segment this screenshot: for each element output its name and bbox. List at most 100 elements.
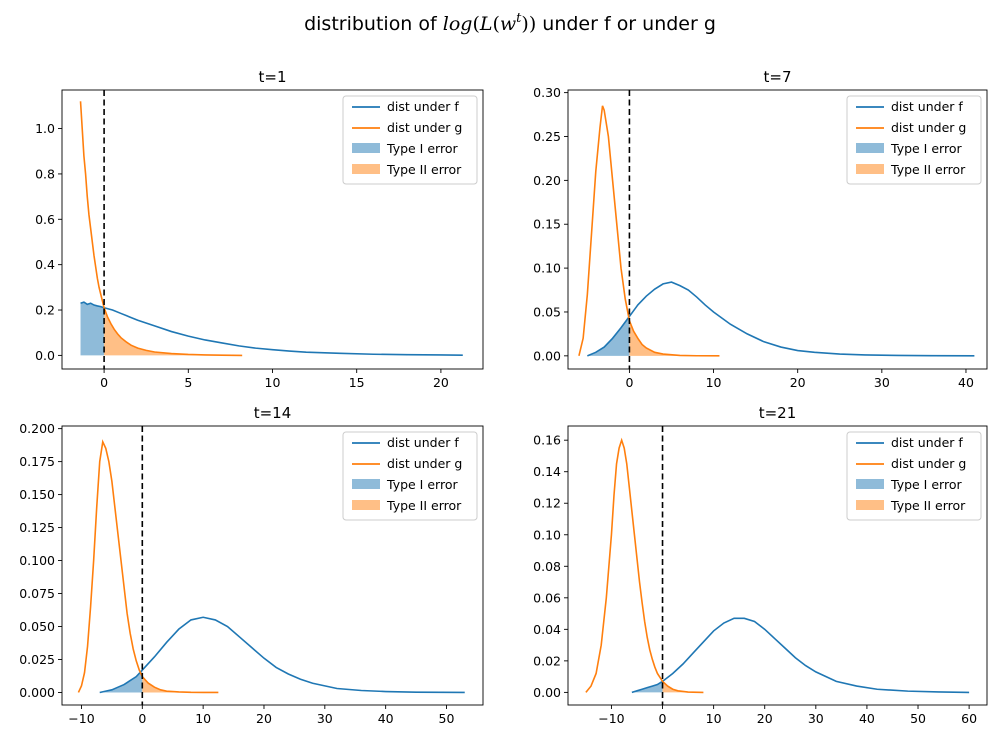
y-tick-label: 0.08: [533, 559, 561, 574]
x-tick-label: −10: [598, 711, 624, 726]
type-i-error-fill: [587, 316, 630, 356]
y-tick-label: 0.175: [19, 454, 55, 469]
x-tick-label: 20: [757, 711, 773, 726]
x-tick-label: 10: [706, 375, 722, 390]
x-tick-label: 60: [961, 711, 977, 726]
y-tick-label: 0.04: [533, 622, 561, 637]
subplot-title: t=7: [764, 68, 792, 86]
subplot-title: t=21: [759, 404, 797, 422]
y-tick-label: 0.00: [533, 685, 561, 700]
subplot-2: 0 10 20 30 40 0.00 0.05 0.10 0.15 0.20 0.25 0.30 t=7…: [533, 68, 988, 390]
legend-label: Type I error: [890, 141, 962, 156]
legend-label: dist under g: [387, 456, 462, 471]
y-tick-label: 0.125: [19, 520, 55, 535]
plot-area: [585, 426, 970, 705]
x-tick-label: 30: [317, 711, 333, 726]
x-tick-label: 10: [265, 375, 281, 390]
legend-swatch-type-ii: [352, 500, 380, 510]
subplot-title: t=1: [259, 68, 287, 86]
type-ii-error-fill: [142, 676, 219, 693]
legend-swatch-type-ii: [856, 500, 884, 510]
legend-label: Type I error: [386, 141, 458, 156]
y-tick-label: 0.6: [35, 212, 55, 227]
x-tick-label: 20: [790, 375, 806, 390]
legend-swatch-type-ii: [352, 164, 380, 174]
y-tick-label: 0.100: [19, 553, 55, 568]
legend-label: dist under f: [891, 99, 963, 114]
legend-box: [846, 95, 982, 185]
subplot-title: t=14: [254, 404, 292, 422]
series-line-g: [79, 101, 243, 357]
series-line-g: [77, 439, 219, 694]
plot-area: [79, 90, 463, 369]
x-tick-label: 10: [706, 711, 722, 726]
type-ii-error-fill: [629, 320, 720, 356]
x-tick-label: 0: [625, 375, 633, 390]
x-tick-label: 0: [100, 375, 108, 390]
y-tick-label: 0.075: [19, 586, 55, 601]
y-tick-label: 0.02: [533, 653, 561, 668]
legend-swatch-type-i: [352, 143, 380, 153]
x-tick-label: 0: [659, 711, 667, 726]
legend: dist under f dist under g Type I error Type…: [342, 95, 478, 185]
y-tick-label: 0.8: [35, 166, 55, 181]
y-tick-label: 0.14: [533, 464, 561, 479]
legend-label: dist under g: [891, 456, 966, 471]
series-line-f: [631, 617, 970, 694]
legend: dist under f dist under g Type I error Type…: [342, 431, 478, 521]
x-tick-label: 50: [439, 711, 455, 726]
subplot-grid: 0 5 10 15 20 0.0 0.2 0.4 0.6 0.8 1.0 t=1 dist under …: [19, 68, 988, 726]
series-line-f: [80, 301, 463, 356]
y-tick-label: 0.000: [19, 685, 55, 700]
y-tick-label: 0.10: [533, 261, 561, 276]
axes-frame: [61, 425, 484, 706]
type-ii-error-fill: [104, 307, 243, 356]
legend-label: dist under g: [891, 120, 966, 135]
subplot-1: 0 5 10 15 20 0.0 0.2 0.4 0.6 0.8 1.0 t=1 dist under …: [35, 68, 484, 390]
plot-area: [77, 426, 465, 705]
x-tick-label: 10: [195, 711, 211, 726]
legend-label: Type II error: [890, 498, 966, 513]
y-tick-label: 0.20: [533, 173, 561, 188]
plot-area: [578, 90, 975, 369]
legend-label: Type II error: [890, 162, 966, 177]
legend-label: Type I error: [386, 477, 458, 492]
series-line-f: [99, 616, 465, 694]
legend-label: dist under f: [387, 99, 459, 114]
legend-label: dist under f: [891, 435, 963, 450]
y-tick-label: 0.30: [533, 85, 561, 100]
legend-label: Type II error: [386, 162, 462, 177]
y-tick-label: 0.00: [533, 348, 561, 363]
legend-swatch-type-i: [856, 143, 884, 153]
x-tick-label: 0: [138, 711, 146, 726]
series-line-f: [587, 281, 975, 357]
y-tick-label: 0.05: [533, 304, 561, 319]
x-tick-label: 40: [859, 711, 875, 726]
y-tick-label: 0.200: [19, 421, 55, 436]
x-tick-label: 40: [958, 375, 974, 390]
y-tick-label: 0.12: [533, 496, 561, 511]
y-tick-label: 0.0: [35, 348, 55, 363]
legend: dist under f dist under g Type I error Type…: [846, 95, 982, 185]
subplot-4: −10 0 10 20 30 40 50 60 0.00 0.02 0.04 0.06 0.08 0.10…: [533, 404, 988, 726]
series-line-g: [578, 105, 720, 357]
legend-box: [342, 95, 478, 185]
type-i-error-fill: [631, 681, 663, 693]
legend-label: dist under g: [387, 120, 462, 135]
subplot-3: −10 0 10 20 30 40 50 0.000 0.025 0.050 0.075 0.100 0…: [19, 404, 484, 726]
x-tick-label: 30: [808, 711, 824, 726]
y-tick-label: 0.06: [533, 590, 561, 605]
legend-box: [342, 431, 478, 521]
y-tick-label: 0.2: [35, 303, 55, 318]
x-tick-label: 30: [874, 375, 890, 390]
x-tick-label: −10: [68, 711, 94, 726]
y-tick-label: 0.150: [19, 487, 55, 502]
legend-label: Type II error: [386, 498, 462, 513]
y-tick-label: 0.16: [533, 433, 561, 448]
y-tick-label: 0.15: [533, 217, 561, 232]
y-tick-label: 1.0: [35, 121, 55, 136]
legend-swatch-type-i: [352, 479, 380, 489]
x-tick-label: 50: [910, 711, 926, 726]
